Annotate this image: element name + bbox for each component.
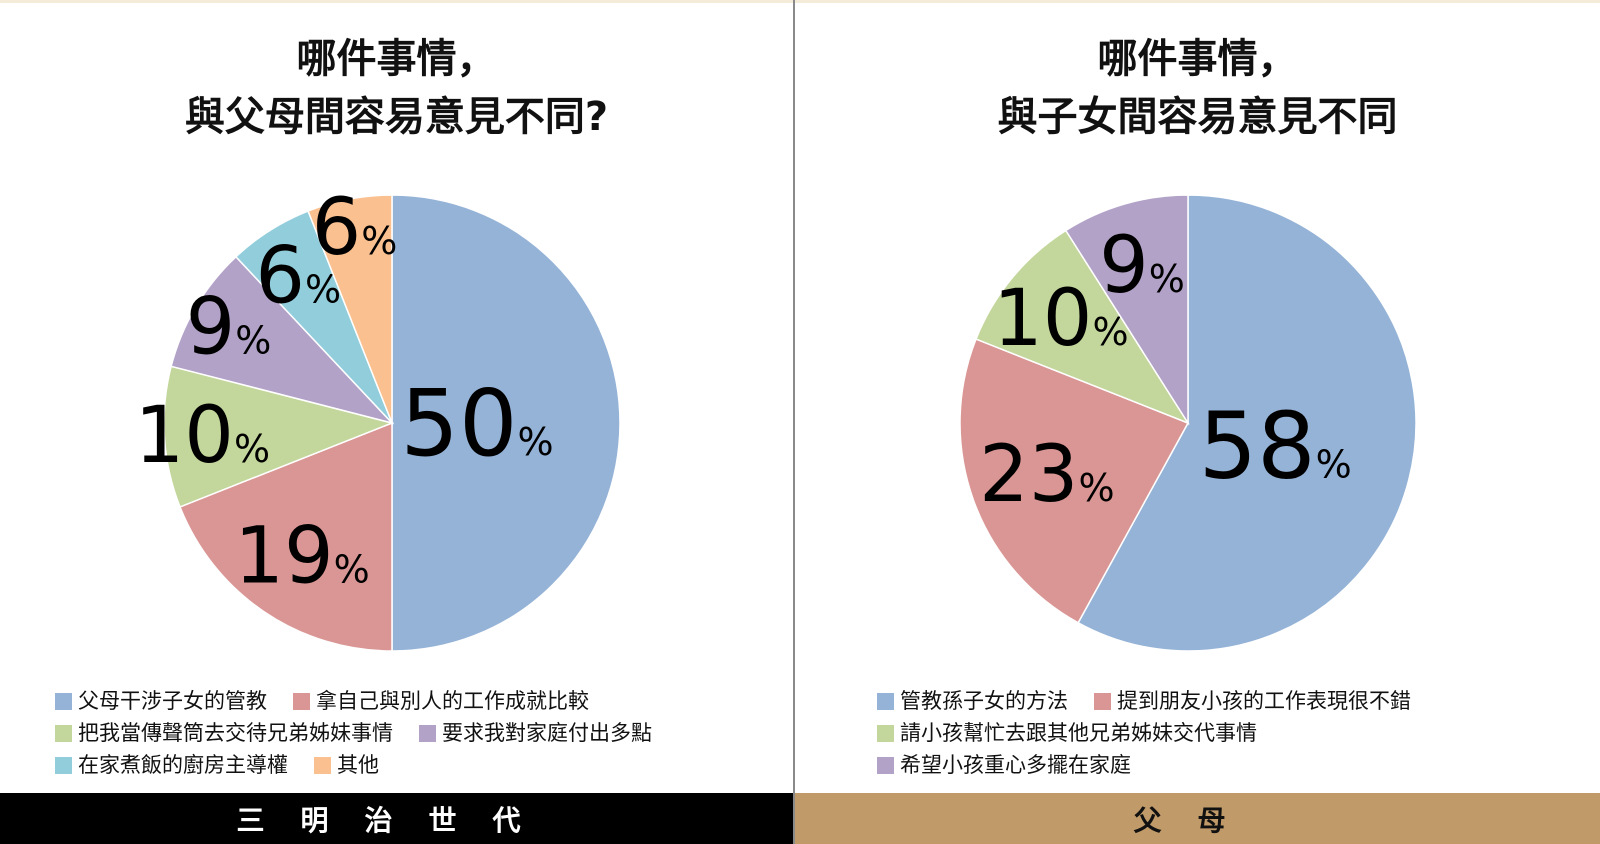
legend-swatch — [419, 724, 436, 742]
legend-swatch — [877, 756, 894, 774]
legend-item: 提到朋友小孩的工作表現很不錯 — [1094, 685, 1411, 717]
legend-row: 希望小孩重心多擺在家庭 — [877, 749, 1437, 781]
top-accent-line — [0, 0, 1600, 3]
right-footer-label: 父母 — [795, 793, 1600, 844]
left-legend: 父母干涉子女的管教 拿自己與別人的工作成就比較把我當傳聲筒去交待兄弟姊妹事情 要求我… — [55, 685, 678, 781]
pie-slice — [307, 194, 393, 424]
panel-divider — [793, 0, 795, 844]
legend-item: 把我當傳聲筒去交待兄弟姊妹事情 — [55, 717, 393, 749]
legend-swatch — [877, 724, 894, 742]
legend-item: 父母干涉子女的管教 — [55, 685, 267, 717]
legend-label: 拿自己與別人的工作成就比較 — [316, 689, 589, 713]
legend-item: 希望小孩重心多擺在家庭 — [877, 749, 1131, 781]
legend-label: 把我當傳聲筒去交待兄弟姊妹事情 — [78, 721, 393, 745]
pie-slice — [975, 229, 1190, 425]
pie-data-label: 10% — [135, 391, 270, 481]
legend-item: 在家煮飯的廚房主導權 — [55, 749, 288, 781]
legend-label: 在家煮飯的廚房主導權 — [78, 753, 288, 777]
pie-data-label: 58% — [1199, 393, 1352, 500]
legend-row: 管教孫子女的方法 提到朋友小孩的工作表現很不錯 — [877, 685, 1437, 717]
right-title-line2: 與子女間容易意見不同 — [997, 94, 1398, 140]
legend-swatch — [293, 692, 310, 710]
legend-label: 父母干涉子女的管教 — [78, 689, 267, 713]
legend-label: 要求我對家庭付出多點 — [442, 721, 652, 745]
pie-slice — [1064, 194, 1189, 426]
legend-row: 請小孩幫忙去跟其他兄弟姊妹交代事情 — [877, 717, 1437, 749]
pie-slice — [391, 194, 621, 652]
legend-swatch — [314, 756, 331, 774]
left-title-line1: 哪件事情， — [296, 36, 497, 82]
pie-slice — [179, 421, 393, 652]
left-title-line2: 與父母間容易意見不同? — [184, 94, 609, 140]
legend-item: 要求我對家庭付出多點 — [419, 717, 652, 749]
legend-label: 請小孩幫忙去跟其他兄弟姊妹交代事情 — [900, 721, 1257, 745]
left-chart-title: 哪件事情， 與父母間容易意見不同? — [0, 30, 793, 146]
right-pie-chart: 58% 23% 10%9% — [959, 194, 1417, 652]
legend-swatch — [55, 756, 72, 774]
legend-item: 其他 — [314, 749, 379, 781]
legend-row: 在家煮飯的廚房主導權 其他 — [55, 749, 678, 781]
legend-swatch — [1094, 692, 1111, 710]
left-pie-chart: 50%19%10%9%6%6% — [135, 183, 621, 652]
pie-data-label: 10% — [993, 274, 1128, 364]
legend-label: 其他 — [337, 753, 379, 777]
legend-label: 希望小孩重心多擺在家庭 — [900, 753, 1131, 777]
right-title-line1: 哪件事情， — [1097, 36, 1298, 82]
pie-data-label: 9% — [186, 283, 272, 373]
legend-item: 請小孩幫忙去跟其他兄弟姊妹交代事情 — [877, 717, 1257, 749]
legend-item: 管教孫子女的方法 — [877, 685, 1068, 717]
pie-data-label: 6% — [312, 183, 398, 273]
pie-slice — [170, 255, 395, 425]
sandwich-generation-panel: 哪件事情， 與父母間容易意見不同? 50% 19% 10% 9% 6% 6% 父母干涉子女… — [0, 0, 793, 844]
pie-slice — [163, 365, 395, 508]
legend-label: 管教孫子女的方法 — [900, 689, 1068, 713]
pie-data-label: 50% — [400, 370, 553, 477]
right-chart-title: 哪件事情， 與子女間容易意見不同 — [795, 30, 1600, 146]
left-footer-label: 三明治世代 — [0, 793, 793, 844]
legend-swatch — [877, 692, 894, 710]
right-legend: 管教孫子女的方法 提到朋友小孩的工作表現很不錯請小孩幫忙去跟其他兄弟姊妹交代事情希… — [877, 685, 1437, 781]
legend-row: 把我當傳聲筒去交待兄弟姊妹事情 要求我對家庭付出多點 — [55, 717, 678, 749]
pie-slice — [1077, 194, 1417, 652]
pie-data-label: 6% — [255, 232, 341, 322]
legend-swatch — [55, 724, 72, 742]
legend-label: 提到朋友小孩的工作表現很不錯 — [1117, 689, 1411, 713]
parents-panel: 哪件事情， 與子女間容易意見不同 58% 23% 10% 9% 管教孫子女的方法 提到朋… — [795, 0, 1600, 844]
pie-slice — [959, 338, 1190, 624]
pie-data-label: 9% — [1099, 221, 1185, 311]
legend-item: 拿自己與別人的工作成就比較 — [293, 685, 589, 717]
pie-data-label: 19% — [234, 512, 369, 602]
legend-swatch — [55, 692, 72, 710]
pie-data-label: 23% — [979, 430, 1114, 520]
legend-row: 父母干涉子女的管教 拿自己與別人的工作成就比較 — [55, 685, 678, 717]
